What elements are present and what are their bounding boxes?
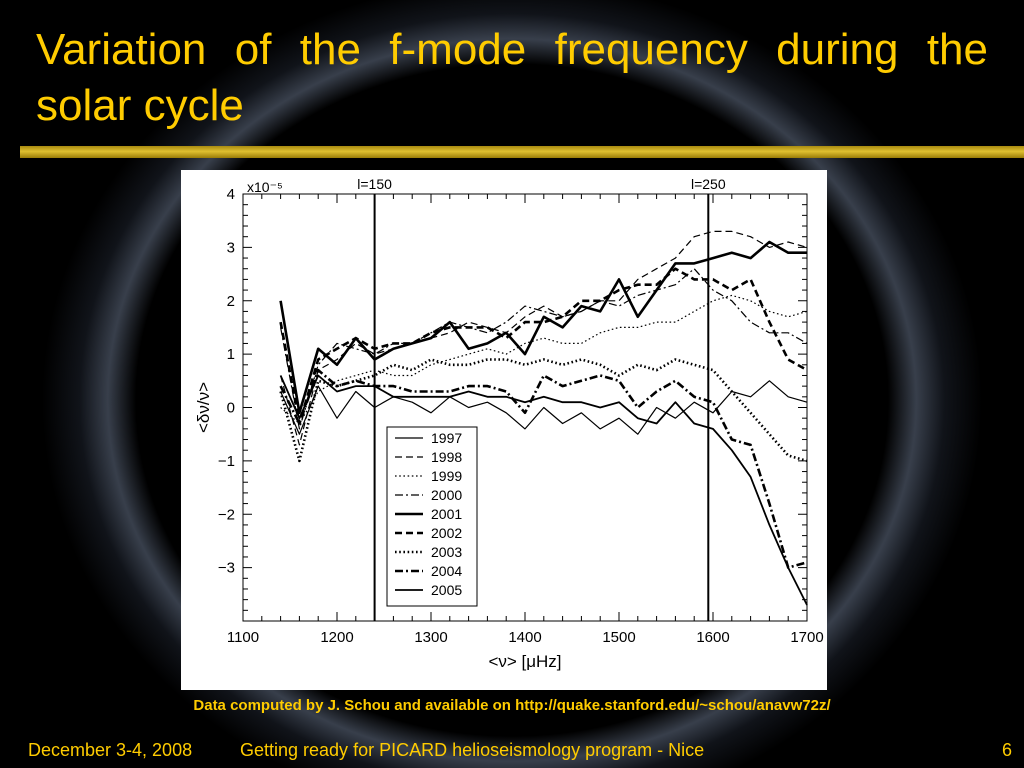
x-tick-label: 1700	[790, 629, 823, 646]
footer-event: Getting ready for PICARD helioseismology…	[240, 740, 705, 760]
x-tick-label: 1600	[696, 629, 729, 646]
y-tick-label: 3	[227, 239, 235, 256]
legend-label-2003: 2003	[431, 544, 462, 560]
y-tick-label: −2	[218, 506, 235, 523]
x-tick-label: 1200	[320, 629, 353, 646]
y-tick-label: 4	[227, 186, 235, 203]
legend-label-1997: 1997	[431, 430, 462, 446]
page-number: 6	[1001, 740, 1012, 760]
y-tick-label: −1	[218, 453, 235, 470]
series-line-1999	[280, 294, 808, 425]
legend-label-1998: 1998	[431, 449, 462, 465]
series-line-2005	[279, 374, 808, 606]
y-tick-label: −3	[218, 560, 235, 577]
reference-line-label: l=150	[357, 176, 392, 192]
series-line-1997	[280, 380, 808, 435]
footer-date: December 3-4, 2008	[28, 740, 193, 760]
legend-label-2001: 2001	[431, 506, 462, 522]
x-tick-label: 1100	[227, 629, 259, 646]
chart-panel: 1997 1998 1999 2000 2001 2002 2003 2004 2005 110…	[181, 170, 827, 690]
x-tick-label: 1300	[414, 629, 447, 646]
slide-title: Variation of the f-mode frequency during…	[36, 25, 988, 130]
y-axis-label: <δν/ν>	[194, 382, 213, 433]
series-line-2004	[279, 368, 808, 569]
plot-frame	[242, 193, 808, 622]
y-axis-multiplier: x10⁻⁵	[247, 179, 283, 195]
x-tick-label: 1400	[508, 629, 541, 646]
y-tick-label: 1	[227, 346, 235, 363]
x-axis-label: <ν> [μHz]	[488, 652, 561, 671]
legend-label-2004: 2004	[431, 563, 462, 579]
series-line-2003	[279, 358, 808, 463]
legend-label-1999: 1999	[431, 468, 462, 484]
series-line-2001	[279, 240, 807, 415]
reference-line-label: l=250	[691, 176, 726, 192]
y-tick-label: 2	[227, 293, 235, 310]
legend-label-2005: 2005	[431, 582, 462, 598]
data-credit: Data computed by J. Schou and available …	[193, 697, 831, 714]
title-underline	[20, 146, 1024, 158]
y-tick-label: 0	[227, 400, 235, 417]
legend-label-2002: 2002	[431, 525, 462, 541]
legend-label-2000: 2000	[431, 487, 462, 503]
x-tick-label: 1500	[602, 629, 635, 646]
frequency-shift-chart: 1997 1998 1999 2000 2001 2002 2003 2004 2005 110…	[194, 176, 824, 671]
series-line-1998	[280, 230, 808, 446]
series-line-2000	[280, 268, 808, 430]
